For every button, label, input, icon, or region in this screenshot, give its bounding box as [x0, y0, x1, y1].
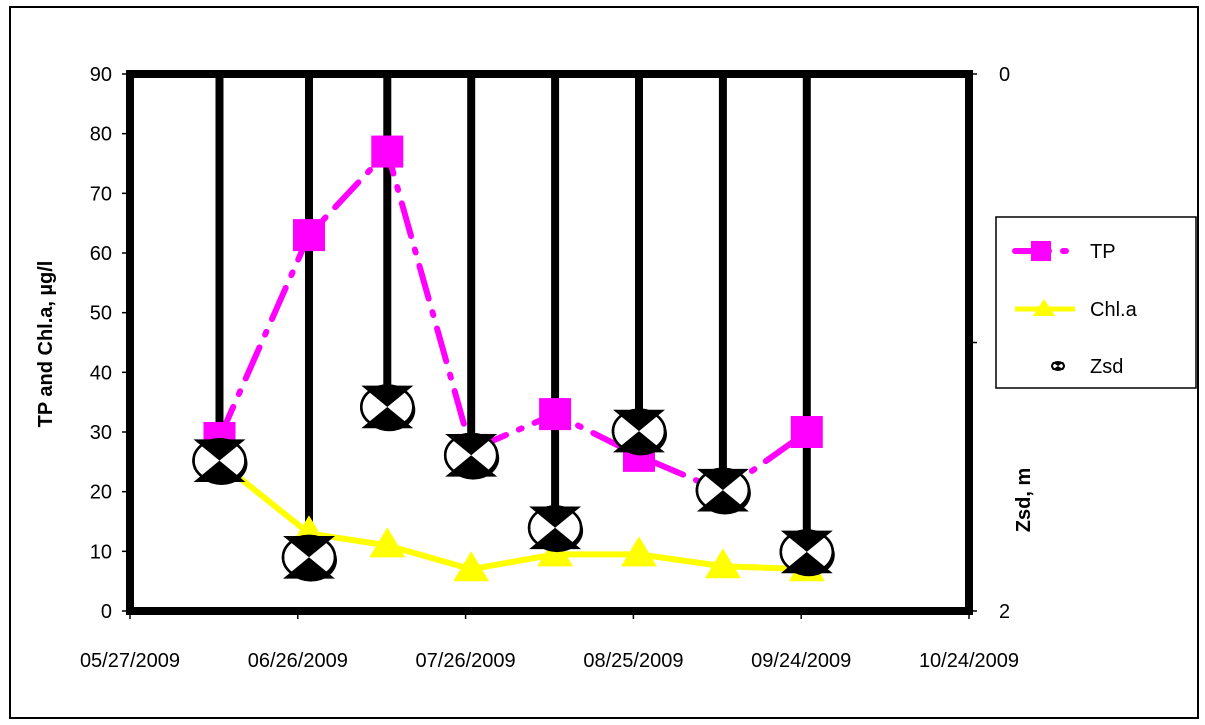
- y-left-tick-label: 50: [90, 303, 112, 325]
- chla-marker: [369, 527, 406, 558]
- y-right-axis-title: Zsd, m: [1013, 468, 1035, 532]
- legend-label: Zsd: [1090, 356, 1123, 378]
- zsd-marker-rim: [360, 384, 415, 430]
- y-left-tick-label: 0: [101, 601, 112, 623]
- zsd-marker-rim: [527, 505, 583, 551]
- tp-marker: [539, 398, 572, 431]
- y-left-tick-label: 20: [90, 482, 112, 504]
- zsd-marker: [779, 529, 835, 577]
- chla-marker: [704, 548, 741, 579]
- y-left-tick-label: 70: [90, 183, 112, 205]
- zsd-marker-quadrants: [361, 385, 414, 429]
- legend-chla-swatch-marker: [1033, 299, 1055, 316]
- chla-line: [217, 459, 807, 573]
- tp-marker: [790, 416, 823, 448]
- chla-marker: [620, 536, 657, 567]
- legend-zsd-swatch-quadrants: [1052, 362, 1064, 370]
- tp-marker: [292, 219, 325, 252]
- y-left-tick-label: 80: [90, 124, 112, 146]
- x-tick-label: 09/24/2009: [751, 650, 851, 672]
- zsd-series: [215, 74, 811, 558]
- legend-box: [995, 216, 1197, 389]
- x-tick-label: 05/27/2009: [80, 650, 180, 672]
- chla-marker: [453, 551, 490, 582]
- zsd-marker: [281, 534, 337, 582]
- tp-series: [203, 135, 823, 508]
- zsd-marker-rim: [443, 432, 499, 478]
- zsd-marker: [192, 438, 248, 485]
- y-left-tick-label: 10: [90, 541, 112, 563]
- tp-marker: [371, 135, 404, 168]
- zsd-marker-quadrants: [445, 433, 498, 477]
- zsd-marker: [695, 467, 751, 515]
- y-left-tick-label: 30: [90, 422, 112, 444]
- x-tick-label: 10/24/2009: [919, 650, 1019, 672]
- axes: 010203040506070809001205/27/200906/26/20…: [80, 64, 1019, 672]
- y-right-tick-label: 0: [999, 64, 1010, 86]
- y-right-tick-label: 2: [999, 601, 1010, 623]
- zsd-marker-rim: [695, 467, 751, 513]
- zsd-marker: [443, 432, 500, 480]
- zsd-marker-rim: [779, 529, 835, 575]
- zsd-marker-rim: [192, 438, 247, 484]
- y-left-tick-label: 40: [90, 362, 112, 384]
- legend: TP Chl.a Zsd: [995, 216, 1197, 389]
- zsd-marker-quadrants: [529, 506, 582, 550]
- zsd-marker-quadrants: [696, 468, 749, 512]
- zsd-marker-quadrants: [193, 439, 246, 482]
- x-tick-label: 07/26/2009: [416, 650, 516, 672]
- legend-label: TP: [1090, 241, 1116, 263]
- zsd-marker: [611, 408, 667, 456]
- x-tick-label: 06/26/2009: [248, 650, 348, 672]
- legend-zsd-swatch: [1051, 361, 1065, 371]
- zsd-marker-rim: [281, 534, 337, 580]
- y-left-tick-label: 60: [90, 243, 112, 265]
- zsd-marker-quadrants: [612, 409, 665, 453]
- legend-label: Chl.a: [1090, 299, 1138, 321]
- legend-tp-swatch-marker: [1031, 241, 1051, 261]
- zsd-marker: [360, 384, 416, 432]
- zsd-markers: [192, 384, 835, 582]
- zsd-marker: [527, 505, 584, 553]
- y-left-axis-title: TP and Chl.a, µg/l: [35, 261, 57, 428]
- x-tick-label: 08/25/2009: [583, 650, 683, 672]
- zsd-marker-rim: [611, 408, 667, 454]
- y-left-tick-label: 90: [90, 64, 112, 86]
